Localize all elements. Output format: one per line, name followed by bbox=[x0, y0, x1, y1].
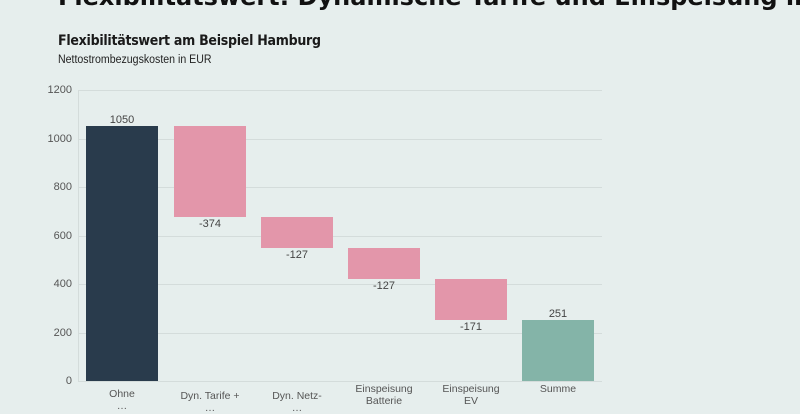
chart-subtitle: Nettostrombezugskosten in EUR bbox=[58, 54, 212, 66]
gridline-1000 bbox=[78, 139, 602, 140]
xlabel-summe: Summe bbox=[539, 383, 577, 395]
xlabel-dyn-tarife: Dyn. Tarife + … bbox=[180, 390, 240, 414]
bar-value-label: 1050 bbox=[109, 114, 135, 126]
ytick-800: 800 bbox=[53, 181, 72, 193]
bar-dyn-netz bbox=[261, 217, 333, 248]
gridline-1200 bbox=[78, 90, 602, 91]
bar-value-label: 251 bbox=[548, 308, 568, 320]
bar-einspeisung-ev bbox=[435, 279, 507, 320]
bar-value-label: -127 bbox=[372, 280, 396, 292]
ytick-400: 400 bbox=[53, 278, 72, 290]
chart-title: Flexibilitätswert am Beispiel Hamburg bbox=[58, 33, 321, 49]
waterfall-chart: 1200 1000 800 600 400 200 0 1050 -374 -1… bbox=[47, 84, 602, 414]
gridline-600 bbox=[78, 236, 602, 237]
y-axis-line bbox=[78, 90, 79, 381]
bar-ohne bbox=[86, 126, 158, 381]
gridline-400 bbox=[78, 284, 602, 285]
gridline-200 bbox=[78, 333, 602, 334]
gridline-0 bbox=[78, 381, 602, 382]
bar-summe bbox=[522, 320, 594, 381]
ytick-600: 600 bbox=[53, 230, 72, 242]
xlabel-ohne: Ohne … bbox=[109, 388, 135, 412]
xlabel-einspeisung-ev: Einspeisung EV bbox=[442, 383, 500, 407]
bar-dyn-tarife bbox=[174, 126, 246, 217]
ytick-200: 200 bbox=[53, 327, 72, 339]
bar-value-label: -374 bbox=[198, 218, 222, 230]
ytick-0: 0 bbox=[65, 375, 72, 387]
ytick-1200: 1200 bbox=[47, 84, 72, 96]
xlabel-einspeisung-batterie: Einspeisung Batterie bbox=[355, 383, 413, 407]
xlabel-dyn-netz: Dyn. Netz- … bbox=[272, 390, 322, 414]
bar-value-label: -127 bbox=[285, 249, 309, 261]
bar-einspeisung-batterie bbox=[348, 248, 420, 279]
bar-value-label: -171 bbox=[459, 321, 483, 333]
page-heading-cut-off: Flexibilitätswert: Dynamische Tarife und… bbox=[58, 0, 800, 11]
ytick-1000: 1000 bbox=[47, 133, 72, 145]
gridline-800 bbox=[78, 187, 602, 188]
